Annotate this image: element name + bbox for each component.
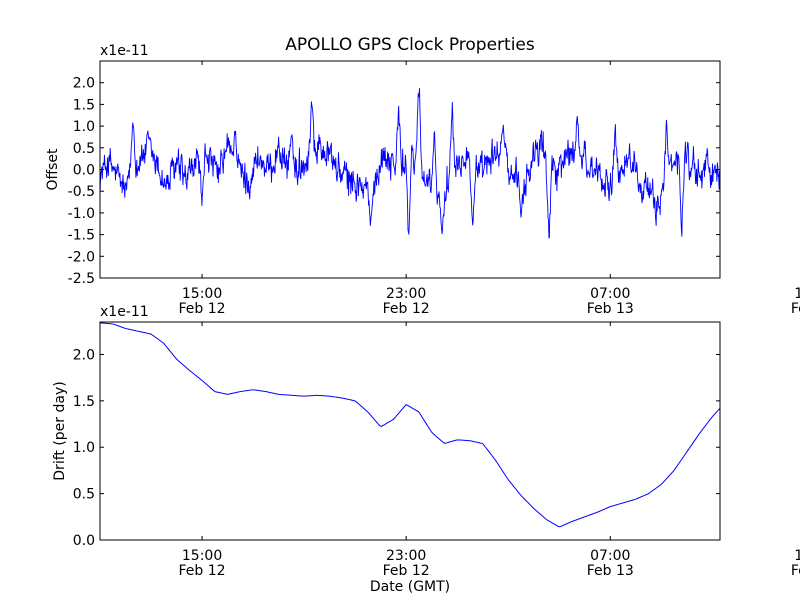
drift-xtick-time: 15:00 [182, 548, 222, 564]
offset-xtick-date: Feb 13 [587, 301, 634, 317]
offset-ytick-label: 1.5 [73, 97, 95, 113]
offset-ytick-label: -2.0 [68, 249, 95, 265]
offset-xtick-date: Feb 12 [179, 301, 226, 317]
drift-xlabel: Date (GMT) [370, 579, 450, 595]
offset-ytick-label: 1.0 [73, 119, 95, 135]
drift-axes-frame [99, 321, 721, 541]
offset-ytick-label: 0.0 [73, 163, 95, 179]
drift-ytick-label: 1.5 [73, 394, 95, 410]
drift-xtick-date: Feb 12 [383, 563, 430, 579]
offset-ytick-label: -1.5 [68, 228, 95, 244]
offset-xtick-date: Feb 13 [791, 301, 800, 317]
offset-ylabel: Offset [45, 148, 61, 191]
drift-ylabel: Drift (per day) [52, 381, 68, 480]
drift-ytick-label: 2.0 [73, 347, 95, 363]
offset-xtick-date: Feb 12 [383, 301, 430, 317]
drift-xtick-date: Feb 13 [587, 563, 634, 579]
offset-ytick-label: 2.0 [73, 76, 95, 92]
offset-offset-text: x1e-11 [100, 43, 149, 59]
offset-xtick-time: 15:00 [182, 286, 222, 302]
drift-xtick-date: Feb 13 [791, 563, 800, 579]
offset-axes: -2.5 -2.0 -1.5 -1.0 -0.5 0.0 0.5 1.0 1.5 2.0 15:00… [45, 43, 800, 317]
drift-ytick-label: 0.5 [73, 487, 95, 503]
drift-xtick-time: 07:00 [590, 548, 630, 564]
drift-series-line [100, 322, 720, 528]
offset-xtick-time: 15:00 [794, 286, 800, 302]
offset-ytick-label: -1.0 [68, 206, 95, 222]
offset-ytick-label: 0.5 [73, 141, 95, 157]
offset-series-line [100, 88, 720, 239]
drift-ytick-label: 0.0 [73, 533, 95, 549]
drift-offset-text: x1e-11 [100, 304, 149, 320]
drift-ytick-label: 1.0 [73, 440, 95, 456]
offset-xtick-time: 07:00 [590, 286, 630, 302]
drift-xtick-time: 23:00 [386, 548, 426, 564]
offset-xtick-time: 23:00 [386, 286, 426, 302]
drift-xtick-date: Feb 12 [179, 563, 226, 579]
offset-ytick-label: -2.5 [68, 271, 95, 287]
drift-xtick-time: 15:00 [794, 548, 800, 564]
offset-ytick-label: -0.5 [68, 184, 95, 200]
figure-title: APOLLO GPS Clock Properties [285, 35, 535, 55]
